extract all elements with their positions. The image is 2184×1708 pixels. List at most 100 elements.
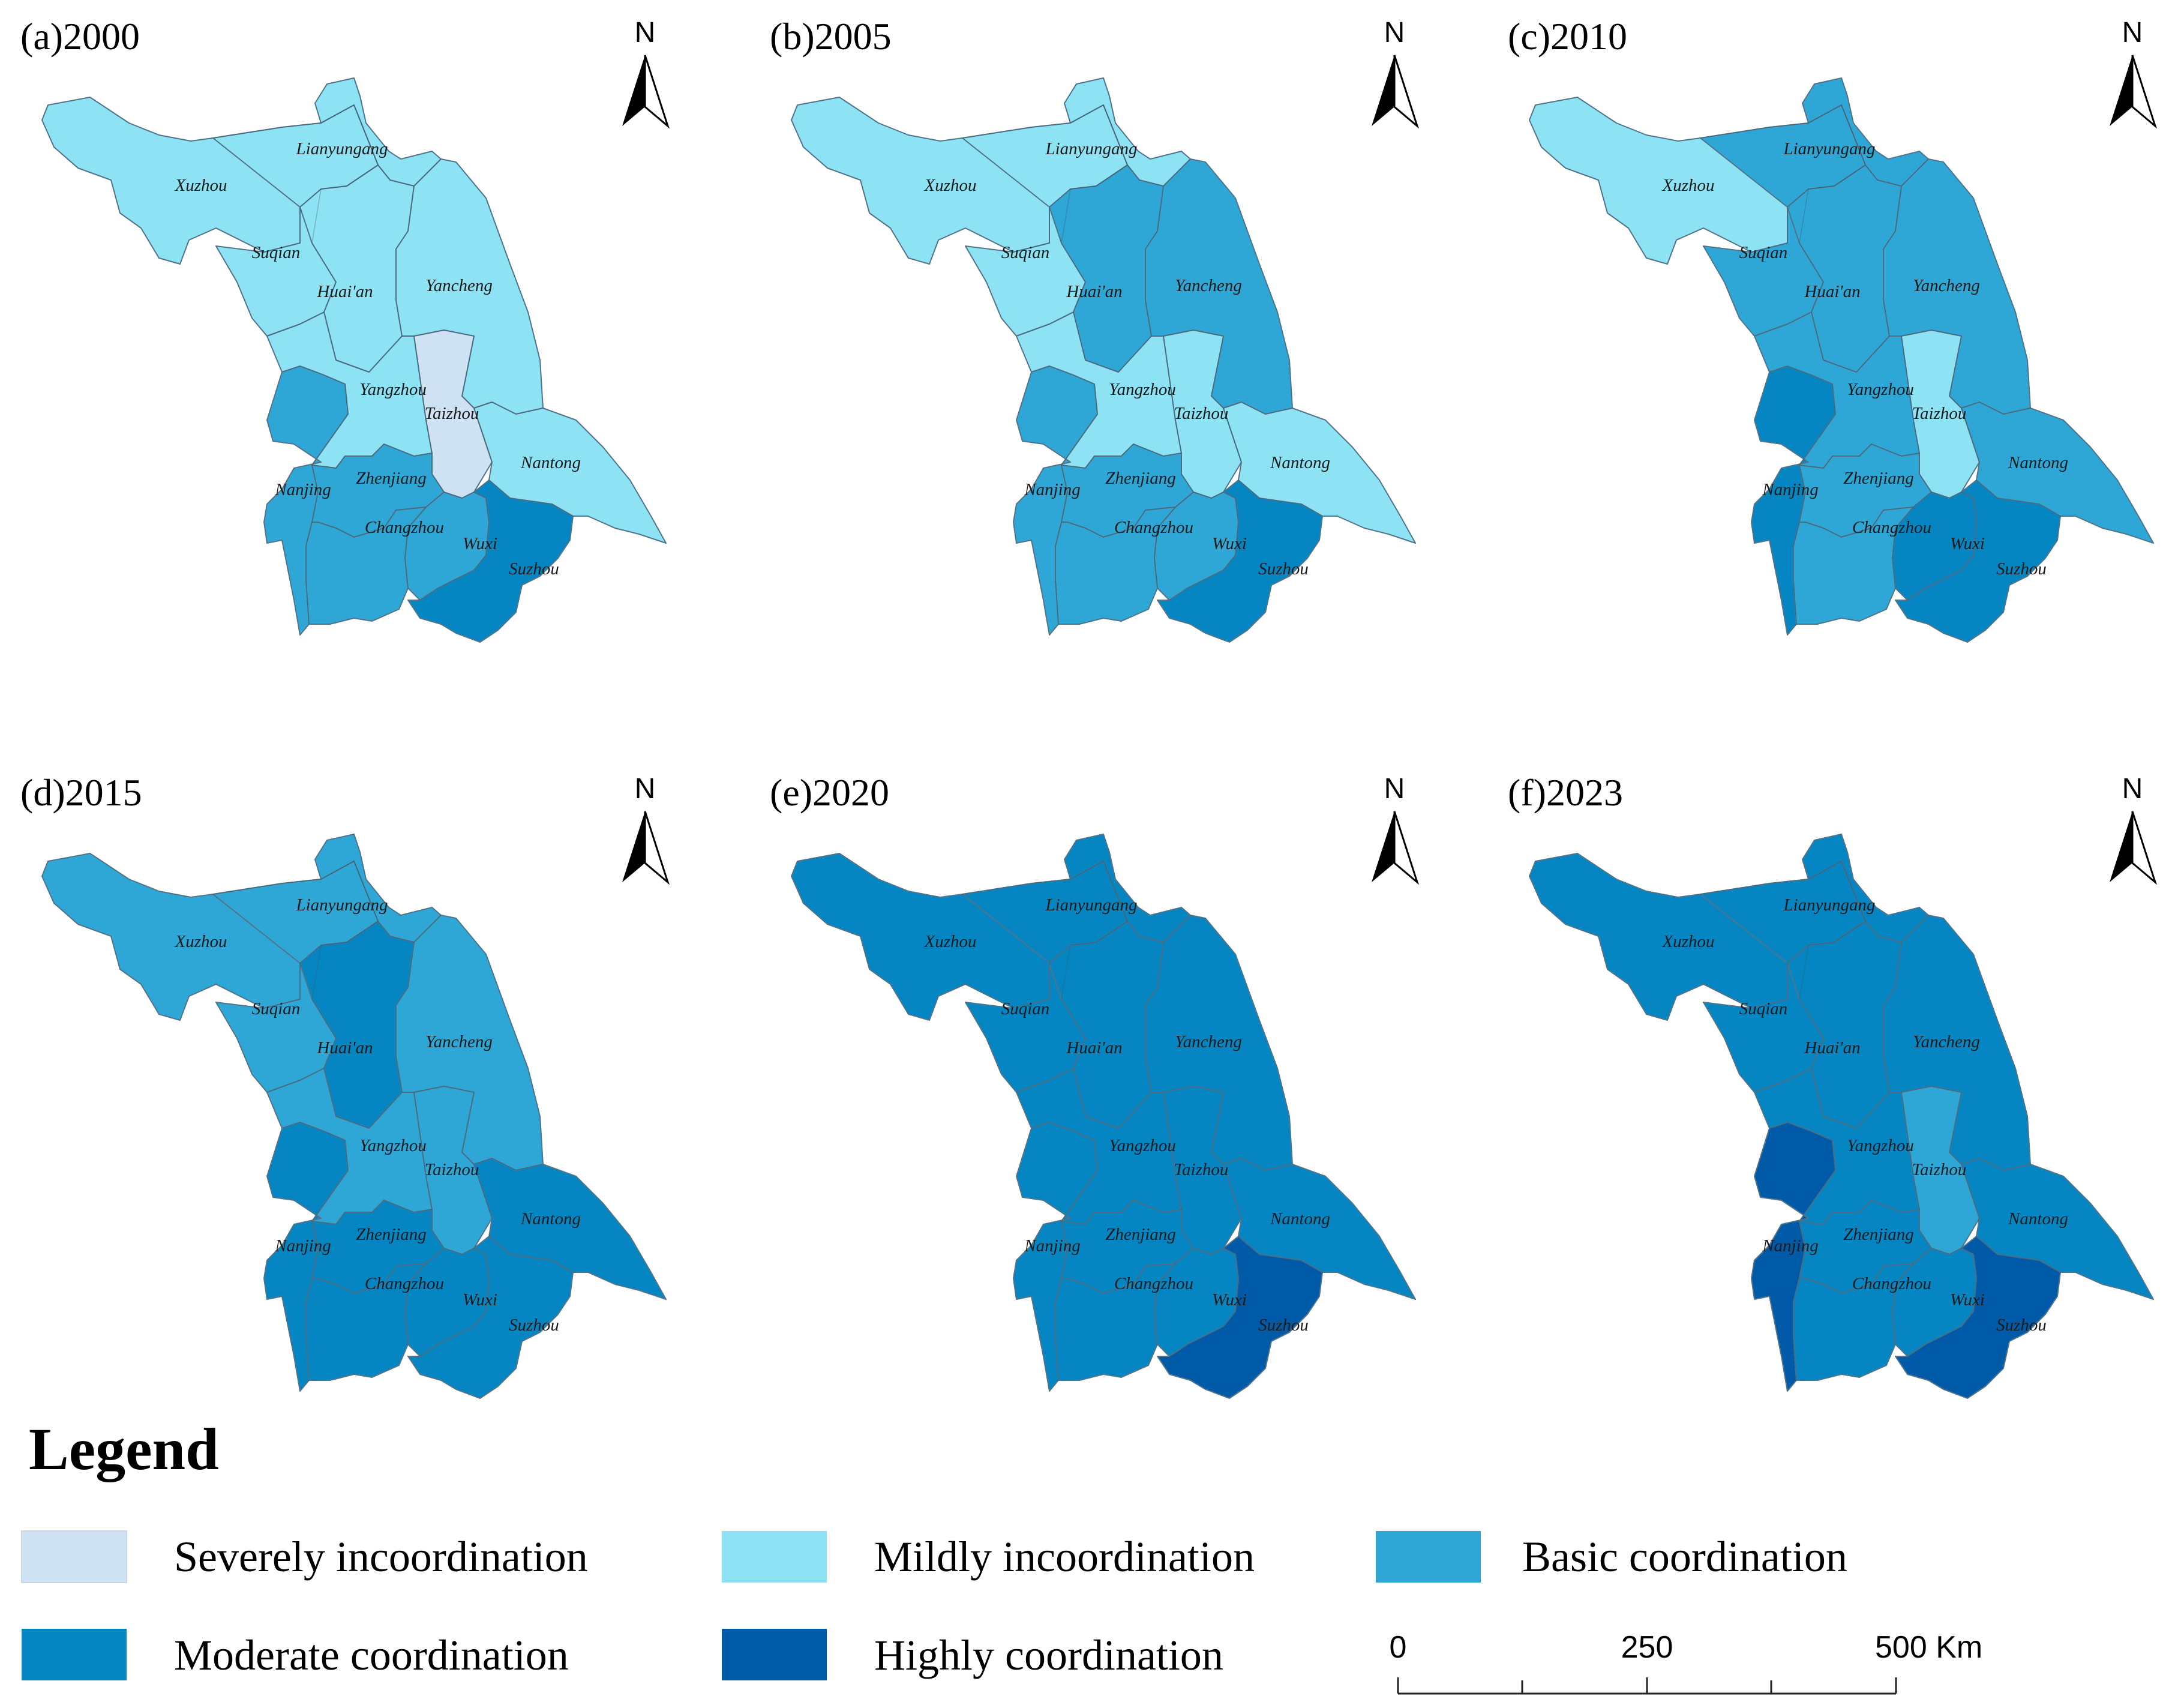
- svg-text:N: N: [2122, 17, 2143, 49]
- city-label-xuzhou: Xuzhou: [1662, 932, 1715, 951]
- svg-text:N: N: [635, 17, 656, 49]
- province-outline: [1529, 77, 2155, 643]
- city-label-zhenjiang: Zhenjiang: [1843, 1225, 1914, 1244]
- city-label-taizhou: Taizhou: [1174, 404, 1229, 423]
- north-arrow-icon: N: [622, 773, 670, 885]
- region-suzhou: [407, 480, 574, 643]
- city-label-suzhou: Suzhou: [1996, 559, 2047, 579]
- legend-swatch-mild: [722, 1531, 827, 1583]
- legend-title: Legend: [29, 1416, 219, 1482]
- region-nanjing: [1013, 1122, 1098, 1392]
- map-panel-1: (b)2005 Xuzhou Lianyungang Suqian Huai'an Yan…: [770, 15, 1420, 643]
- north-arrow-icon: N: [1372, 17, 1420, 129]
- city-label-wuxi: Wuxi: [1212, 1290, 1247, 1310]
- city-label-nanjing: Nanjing: [274, 480, 331, 499]
- city-label-huaian: Huai'an: [1066, 1038, 1122, 1057]
- panel-label: (c)2010: [1508, 15, 1627, 58]
- city-label-suzhou: Suzhou: [1996, 1316, 2047, 1335]
- city-label-zhenjiang: Zhenjiang: [356, 1225, 427, 1244]
- city-label-yancheng: Yancheng: [1175, 1032, 1242, 1051]
- map-panel-2: (c)2010 Xuzhou Lianyungang Suqian Huai'an Yan…: [1508, 15, 2158, 643]
- city-label-nantong: Nantong: [2008, 453, 2068, 472]
- city-label-suzhou: Suzhou: [509, 559, 559, 579]
- city-label-yangzhou: Yangzhou: [359, 380, 427, 399]
- panel-label: (a)2000: [20, 15, 140, 58]
- city-label-xuzhou: Xuzhou: [1662, 176, 1715, 195]
- city-label-suqian: Suqian: [1001, 999, 1050, 1018]
- region-suzhou: [407, 1236, 574, 1399]
- city-label-huaian: Huai'an: [1804, 282, 1860, 301]
- city-label-nantong: Nantong: [2008, 1209, 2068, 1228]
- map-panel-3: (d)2015 Xuzhou Lianyungang Suqian Huai'an Yan…: [20, 771, 670, 1399]
- city-label-yangzhou: Yangzhou: [1847, 380, 1914, 399]
- city-label-taizhou: Taizhou: [1174, 1160, 1229, 1179]
- city-label-xuzhou: Xuzhou: [924, 176, 977, 195]
- city-label-nantong: Nantong: [1270, 1209, 1330, 1228]
- north-arrow-icon: N: [2110, 773, 2158, 885]
- svg-text:N: N: [1384, 773, 1405, 805]
- city-label-yancheng: Yancheng: [1913, 1032, 1980, 1051]
- svg-text:N: N: [2122, 773, 2143, 805]
- city-label-changzhou: Changzhou: [1852, 1274, 1931, 1293]
- city-label-lianyungang: Lianyungang: [295, 895, 388, 915]
- legend-swatch-severe: [21, 1530, 127, 1583]
- city-label-huaian: Huai'an: [316, 1038, 373, 1057]
- city-label-taizhou: Taizhou: [425, 404, 479, 423]
- city-label-yangzhou: Yangzhou: [1109, 1136, 1176, 1155]
- legend-label-moderate: Moderate coordination: [174, 1631, 569, 1679]
- legend-label-mild: Mildly incoordination: [874, 1533, 1255, 1581]
- city-label-changzhou: Changzhou: [1114, 518, 1193, 537]
- province-outline: [791, 77, 1417, 643]
- svg-text:N: N: [1384, 17, 1405, 49]
- city-label-nantong: Nantong: [520, 453, 581, 472]
- panel-label: (f)2023: [1508, 771, 1623, 814]
- city-label-yangzhou: Yangzhou: [1847, 1136, 1914, 1155]
- city-label-nanjing: Nanjing: [1762, 1236, 1818, 1255]
- city-label-lianyungang: Lianyungang: [295, 139, 388, 158]
- map-panel-4: (e)2020 Xuzhou Lianyungang Suqian Huai'an Yan…: [770, 771, 1420, 1399]
- city-label-yangzhou: Yangzhou: [1109, 380, 1176, 399]
- city-label-lianyungang: Lianyungang: [1045, 895, 1137, 915]
- city-label-changzhou: Changzhou: [365, 518, 444, 537]
- city-label-nanjing: Nanjing: [274, 1236, 331, 1255]
- city-label-suqian: Suqian: [1739, 243, 1788, 262]
- city-label-nantong: Nantong: [520, 1209, 581, 1228]
- province-outline: [41, 77, 667, 643]
- city-label-lianyungang: Lianyungang: [1783, 139, 1875, 158]
- legend-swatch-high: [722, 1629, 827, 1680]
- map-panel-5: (f)2023 Xuzhou Lianyungang Suqian Huai'an Yan…: [1508, 771, 2158, 1399]
- region-nanjing: [1751, 365, 1836, 636]
- legend-swatch-moderate: [22, 1629, 127, 1680]
- region-suzhou: [1895, 1236, 2061, 1399]
- city-label-suzhou: Suzhou: [1258, 1316, 1309, 1335]
- city-label-zhenjiang: Zhenjiang: [356, 469, 427, 488]
- scale-tick-500: 500 Km: [1875, 1630, 1982, 1665]
- region-suzhou: [1895, 480, 2061, 643]
- city-label-nanjing: Nanjing: [1024, 1236, 1080, 1255]
- city-label-xuzhou: Xuzhou: [175, 932, 227, 951]
- panel-label: (b)2005: [770, 15, 892, 58]
- city-label-nantong: Nantong: [1270, 453, 1330, 472]
- legend: Legend Severely incoordination Mildly in…: [21, 1416, 1847, 1680]
- region-nanjing: [263, 1122, 349, 1392]
- map-panels: (a)2000 Xuzhou Lianyungang Suqian Huai'an Yan…: [20, 15, 2158, 1399]
- legend-label-basic: Basic coordination: [1522, 1533, 1847, 1581]
- city-label-taizhou: Taizhou: [425, 1160, 479, 1179]
- scale-tick-0: 0: [1390, 1630, 1407, 1665]
- city-label-wuxi: Wuxi: [463, 534, 497, 553]
- city-label-suzhou: Suzhou: [1258, 559, 1309, 579]
- province-outline: [41, 834, 667, 1399]
- map-panel-0: (a)2000 Xuzhou Lianyungang Suqian Huai'an Yan…: [20, 15, 670, 643]
- city-label-changzhou: Changzhou: [1114, 1274, 1193, 1293]
- svg-text:N: N: [635, 773, 656, 805]
- city-label-lianyungang: Lianyungang: [1783, 895, 1875, 915]
- north-arrow-icon: N: [1372, 773, 1420, 885]
- city-label-yancheng: Yancheng: [1913, 276, 1980, 295]
- city-label-suqian: Suqian: [252, 243, 301, 262]
- north-arrow-icon: N: [2110, 17, 2158, 129]
- city-label-yancheng: Yancheng: [425, 1032, 493, 1051]
- city-label-yangzhou: Yangzhou: [359, 1136, 427, 1155]
- city-label-lianyungang: Lianyungang: [1045, 139, 1137, 158]
- city-label-huaian: Huai'an: [1804, 1038, 1860, 1057]
